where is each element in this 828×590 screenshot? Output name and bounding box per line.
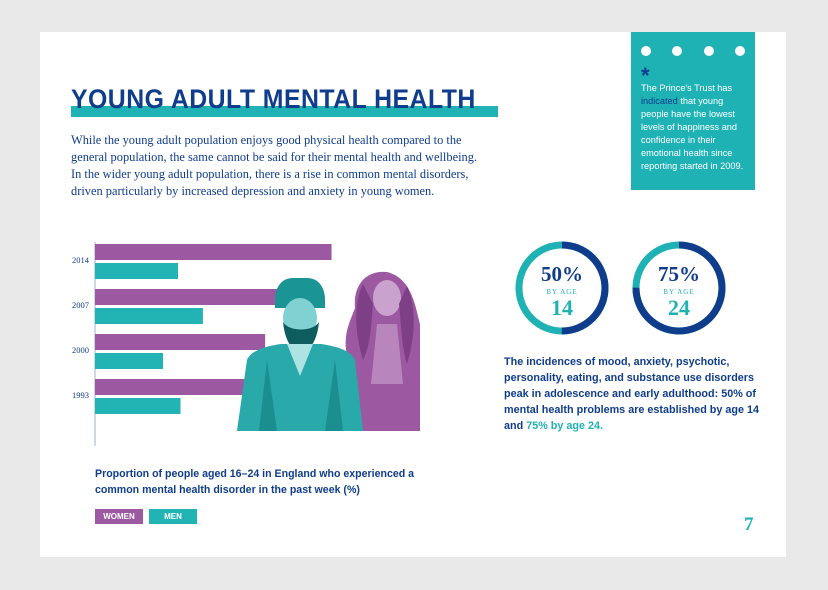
category-label: 1993: [72, 390, 89, 400]
x-tick-label: 20%: [254, 451, 269, 452]
bar-women: [95, 379, 266, 395]
stat-ring-50: 50% BY AGE 14: [515, 241, 609, 335]
callout-dot: [703, 46, 714, 56]
callout-dots: [641, 46, 745, 56]
ring-progress-arc: [632, 241, 726, 335]
callout-dot: [734, 46, 745, 56]
callout-text-part: The Prince's Trust has: [641, 83, 733, 93]
bar-men: [95, 398, 181, 414]
ring-progress-arc: [515, 241, 609, 335]
bar-women: [95, 289, 282, 305]
people-photo: [237, 271, 420, 431]
x-tick-label: 15%: [212, 451, 227, 452]
page-title: YOUNG ADULT MENTAL HEALTH: [71, 84, 476, 114]
category-label: 2014: [72, 255, 90, 265]
legend-men: MEN: [149, 509, 197, 524]
x-tick-label: 25%: [295, 451, 310, 452]
man-figure: [237, 278, 363, 431]
x-tick-label: 10%: [171, 451, 186, 452]
callout-link-indicated[interactable]: indicated: [641, 96, 678, 106]
stats-paragraph: The incidences of mood, anxiety, psychot…: [504, 354, 760, 434]
chart-caption: Proportion of people aged 16–24 in Engla…: [95, 468, 415, 496]
asterisk-icon: *: [641, 63, 650, 88]
chart-legend: WOMEN MEN: [95, 509, 197, 524]
callout-dot: [641, 46, 651, 56]
callout-box: * The Prince's Trust has indicated that …: [631, 32, 755, 190]
legend-women: WOMEN: [95, 509, 143, 524]
stat-by-age-label: BY AGE: [546, 288, 578, 296]
bar-men: [95, 263, 178, 279]
bar-women: [95, 244, 332, 260]
stat-age: 14: [551, 295, 573, 320]
page-number: 7: [744, 514, 754, 535]
stats-text-main: The incidences of mood, anxiety, psychot…: [504, 356, 760, 432]
category-label: 2007: [72, 300, 89, 310]
page: YOUNG ADULT MENTAL HEALTH While the youn…: [40, 32, 786, 557]
stat-percent: 75%: [658, 262, 700, 286]
stat-by-age-label: BY AGE: [663, 288, 695, 296]
callout-text: The Prince's Trust has indicated that yo…: [641, 82, 751, 173]
category-label: 2000: [72, 345, 89, 355]
x-tick-label: 5%: [131, 451, 142, 452]
intro-paragraph: While the young adult population enjoys …: [71, 133, 477, 198]
ring-graphic: [632, 241, 726, 335]
title-underline: [71, 106, 498, 117]
bar-men: [95, 308, 203, 324]
title-block: YOUNG ADULT MENTAL HEALTH: [71, 84, 511, 117]
callout-dot: [672, 46, 683, 56]
callout-text-part: that young people have the lowest levels…: [641, 96, 744, 171]
x-tick-label: 0%: [90, 451, 101, 452]
x-tick-label: 30%: [337, 451, 352, 452]
stat-age: 24: [668, 295, 690, 320]
bar-women: [95, 334, 266, 350]
stat-percent: 50%: [541, 262, 583, 286]
bar-chart: 2014 2007 2000 1993 0% 5% 10% 15% 20% 25% 30%: [72, 242, 352, 452]
stats-text-highlight: 75% by age 24.: [526, 420, 604, 432]
ring-graphic: [515, 241, 609, 335]
stat-ring-75: 75% BY AGE 24: [632, 241, 726, 335]
bar-men: [95, 353, 164, 369]
